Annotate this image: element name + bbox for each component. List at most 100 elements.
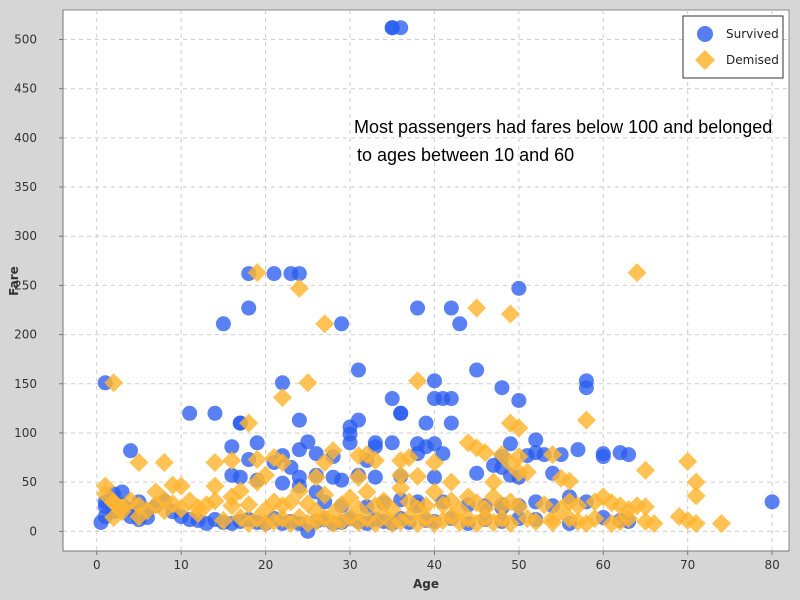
point-demised [610, 496, 630, 516]
point-survived [443, 391, 459, 407]
legend: Survived Demised [682, 15, 784, 79]
point-survived [384, 435, 400, 451]
point-demised [416, 496, 436, 516]
y-ticks: 0 50 100 150 200 250 300 350 400 450 500 [14, 33, 63, 538]
y-tick-label: 100 [14, 426, 37, 440]
point-demised [686, 513, 706, 533]
point-demised [686, 486, 706, 506]
point-demised [467, 298, 487, 318]
point-demised [602, 513, 622, 533]
point-survived [350, 362, 366, 378]
point-survived [511, 280, 527, 296]
point-survived [224, 439, 240, 455]
point-demised [543, 445, 563, 465]
point-demised [560, 492, 580, 512]
point-survived [528, 432, 544, 448]
annotation-line-1: Most passengers had fares below 100 and … [354, 117, 772, 137]
point-demised [619, 509, 639, 529]
point-demised [475, 443, 495, 463]
x-tick-label: 50 [511, 558, 526, 572]
point-demised [163, 475, 183, 495]
point-demised [129, 452, 149, 472]
point-survived [410, 300, 426, 316]
y-axis-label: Fare [7, 266, 21, 296]
point-demised [678, 451, 698, 471]
point-demised [686, 472, 706, 492]
point-survived [266, 266, 282, 282]
point-demised [509, 497, 529, 517]
y-tick-label: 500 [14, 33, 37, 47]
point-survived [418, 415, 434, 431]
point-demised [281, 492, 301, 512]
point-demised [408, 371, 428, 391]
point-survived [384, 391, 400, 407]
point-demised [484, 472, 504, 492]
point-survived [291, 412, 307, 428]
point-demised [475, 499, 495, 519]
point-survived [502, 436, 518, 452]
point-demised [382, 500, 402, 520]
point-demised [247, 472, 267, 492]
x-ticks: 0 10 20 30 40 50 60 70 80 [93, 551, 780, 572]
annotation-line-2: to ages between 10 and 60 [357, 145, 574, 165]
axes [62, 10, 789, 552]
point-demised [576, 410, 596, 430]
point-demised [585, 492, 605, 512]
x-tick-label: 0 [93, 558, 101, 572]
y-tick-label: 250 [14, 278, 37, 292]
point-demised [568, 511, 588, 531]
point-survived [570, 442, 586, 458]
point-demised [154, 452, 174, 472]
point-demised [365, 451, 385, 471]
point-survived [123, 443, 139, 459]
point-demised [298, 373, 318, 393]
point-survived [207, 405, 223, 421]
point-demised [340, 488, 360, 508]
point-survived [595, 449, 611, 465]
point-survived [443, 300, 459, 316]
point-survived [342, 426, 358, 442]
point-demised [306, 467, 326, 487]
legend-marker-demised [695, 50, 715, 70]
point-demised [635, 460, 655, 480]
point-demised [348, 467, 368, 487]
point-demised [399, 448, 419, 468]
point-survived [182, 405, 198, 421]
point-survived [215, 316, 231, 332]
y-tick-label: 50 [22, 475, 37, 489]
point-survived [621, 447, 637, 463]
point-demised [560, 471, 580, 491]
x-tick-label: 70 [680, 558, 695, 572]
point-demised [424, 482, 444, 502]
x-axis-label: Age [413, 577, 439, 591]
point-survived [334, 472, 350, 488]
point-survived [241, 300, 257, 316]
point-demised [585, 509, 605, 529]
point-survived [249, 435, 265, 451]
point-demised [500, 304, 520, 324]
point-demised [315, 452, 335, 472]
point-demised [441, 472, 461, 492]
point-demised [247, 450, 267, 470]
point-survived [426, 436, 442, 452]
point-demised [289, 278, 309, 298]
point-demised [627, 263, 647, 283]
point-demised [272, 452, 292, 472]
y-tick-label: 0 [29, 524, 37, 538]
series-demised [95, 263, 731, 533]
y-tick-label: 400 [14, 131, 37, 145]
x-tick-label: 10 [174, 558, 189, 572]
point-survived [426, 373, 442, 389]
point-survived [469, 362, 485, 378]
legend-label-survived: Survived [726, 27, 779, 41]
point-demised [424, 452, 444, 472]
point-demised [711, 513, 731, 533]
point-demised [526, 511, 546, 531]
point-survived [578, 380, 594, 396]
point-demised [509, 418, 529, 438]
point-demised [112, 502, 132, 522]
point-survived [308, 446, 324, 462]
point-survived [367, 469, 383, 485]
plot-area [62, 9, 790, 552]
y-tick-label: 200 [14, 328, 37, 342]
